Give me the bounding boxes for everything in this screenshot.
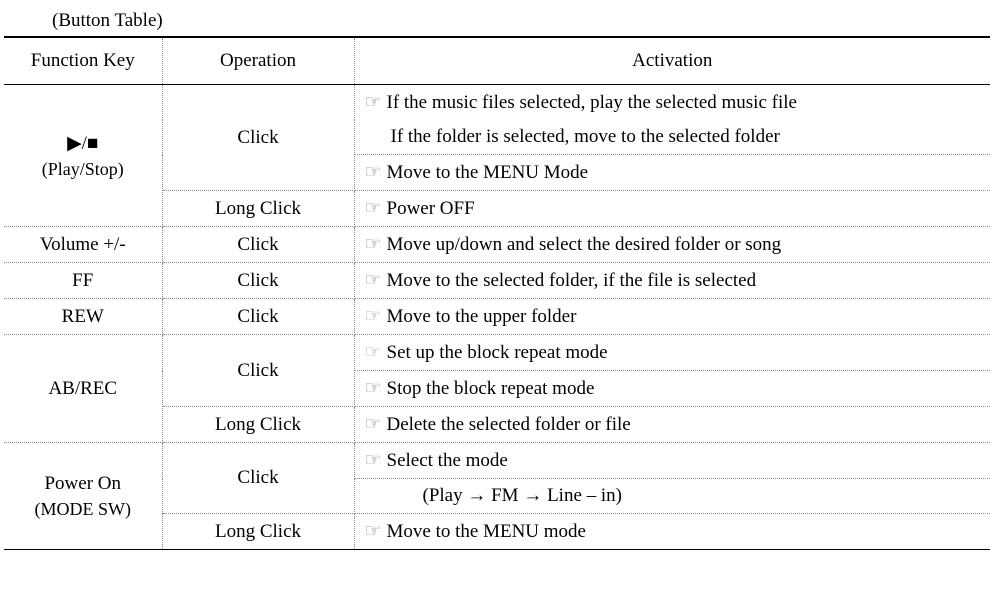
op-abrec-click: Click [162,335,354,407]
act-text: Delete the selected folder or file [387,414,631,435]
act-volume: ☞Move up/down and select the desired fol… [354,227,990,263]
poweron-main: Power On [12,473,154,495]
playstop-icon: ▶/■ [12,132,154,155]
act-text: Select the mode [387,450,508,471]
table-header-row: Function Key Operation Activation [4,37,990,85]
table-row: AB/REC Click ☞Set up the block repeat mo… [4,335,990,371]
func-playstop: ▶/■ (Play/Stop) [4,85,162,227]
act-text: Move to the upper folder [387,306,577,327]
act-text: Move up/down and select the desired fold… [387,234,782,255]
header-activation: Activation [354,37,990,85]
act-text: Stop the block repeat mode [387,378,595,399]
pointer-icon: ☞ [365,91,387,114]
pointer-icon: ☞ [365,520,387,543]
act-ff: ☞Move to the selected folder, if the fil… [354,263,990,299]
pointer-icon: ☞ [365,269,387,292]
pointer-icon: ☞ [365,413,387,436]
table-row: Power On (MODE SW) Click ☞Select the mod… [4,443,990,479]
button-table: Function Key Operation Activation ▶/■ (P… [4,36,990,550]
op-poweron-long: Long Click [162,514,354,550]
op-poweron-click: Click [162,443,354,514]
act-abrec-long: ☞Delete the selected folder or file [354,407,990,443]
func-ff: FF [4,263,162,299]
op-rew: Click [162,299,354,335]
table-row: REW Click ☞Move to the upper folder [4,299,990,335]
poweron-sub: (MODE SW) [12,499,154,520]
pointer-icon: ☞ [365,161,387,184]
func-abrec: AB/REC [4,335,162,443]
func-poweron: Power On (MODE SW) [4,443,162,550]
table-title: (Button Table) [52,10,990,32]
op-playstop-long: Long Click [162,191,354,227]
act-text: Set up the block repeat mode [387,342,608,363]
pointer-icon: ☞ [365,377,387,400]
func-rew: REW [4,299,162,335]
table-row: ▶/■ (Play/Stop) Click ☞If the music file… [4,85,990,121]
act-text: Move to the MENU mode [387,521,586,542]
act-playstop-1b: If the folder is selected, move to the s… [354,120,990,155]
pointer-icon: ☞ [365,197,387,220]
header-operation: Operation [162,37,354,85]
act-poweron-1b: (Play → FM → Line – in) [354,479,990,514]
act-text: Move to the selected folder, if the file… [387,270,757,291]
act-playstop-2: ☞Move to the MENU Mode [354,155,990,191]
playstop-sub: (Play/Stop) [12,159,154,180]
act-abrec-2: ☞Stop the block repeat mode [354,371,990,407]
act-playstop-long: ☞Power OFF [354,191,990,227]
act-abrec-1: ☞Set up the block repeat mode [354,335,990,371]
act-text: Power OFF [387,198,475,219]
op-playstop-click: Click [162,85,354,191]
op-abrec-long: Long Click [162,407,354,443]
pointer-icon: ☞ [365,305,387,328]
pointer-icon: ☞ [365,233,387,256]
table-row: FF Click ☞Move to the selected folder, i… [4,263,990,299]
op-volume: Click [162,227,354,263]
pointer-icon: ☞ [365,341,387,364]
func-volume: Volume +/- [4,227,162,263]
act-playstop-1: ☞If the music files selected, play the s… [354,85,990,121]
header-function-key: Function Key [4,37,162,85]
act-rew: ☞Move to the upper folder [354,299,990,335]
pointer-icon: ☞ [365,449,387,472]
act-text: If the music files selected, play the se… [387,92,797,113]
act-poweron-1: ☞Select the mode [354,443,990,479]
act-poweron-long: ☞Move to the MENU mode [354,514,990,550]
act-text: Move to the MENU Mode [387,162,589,183]
op-ff: Click [162,263,354,299]
table-row: Volume +/- Click ☞Move up/down and selec… [4,227,990,263]
